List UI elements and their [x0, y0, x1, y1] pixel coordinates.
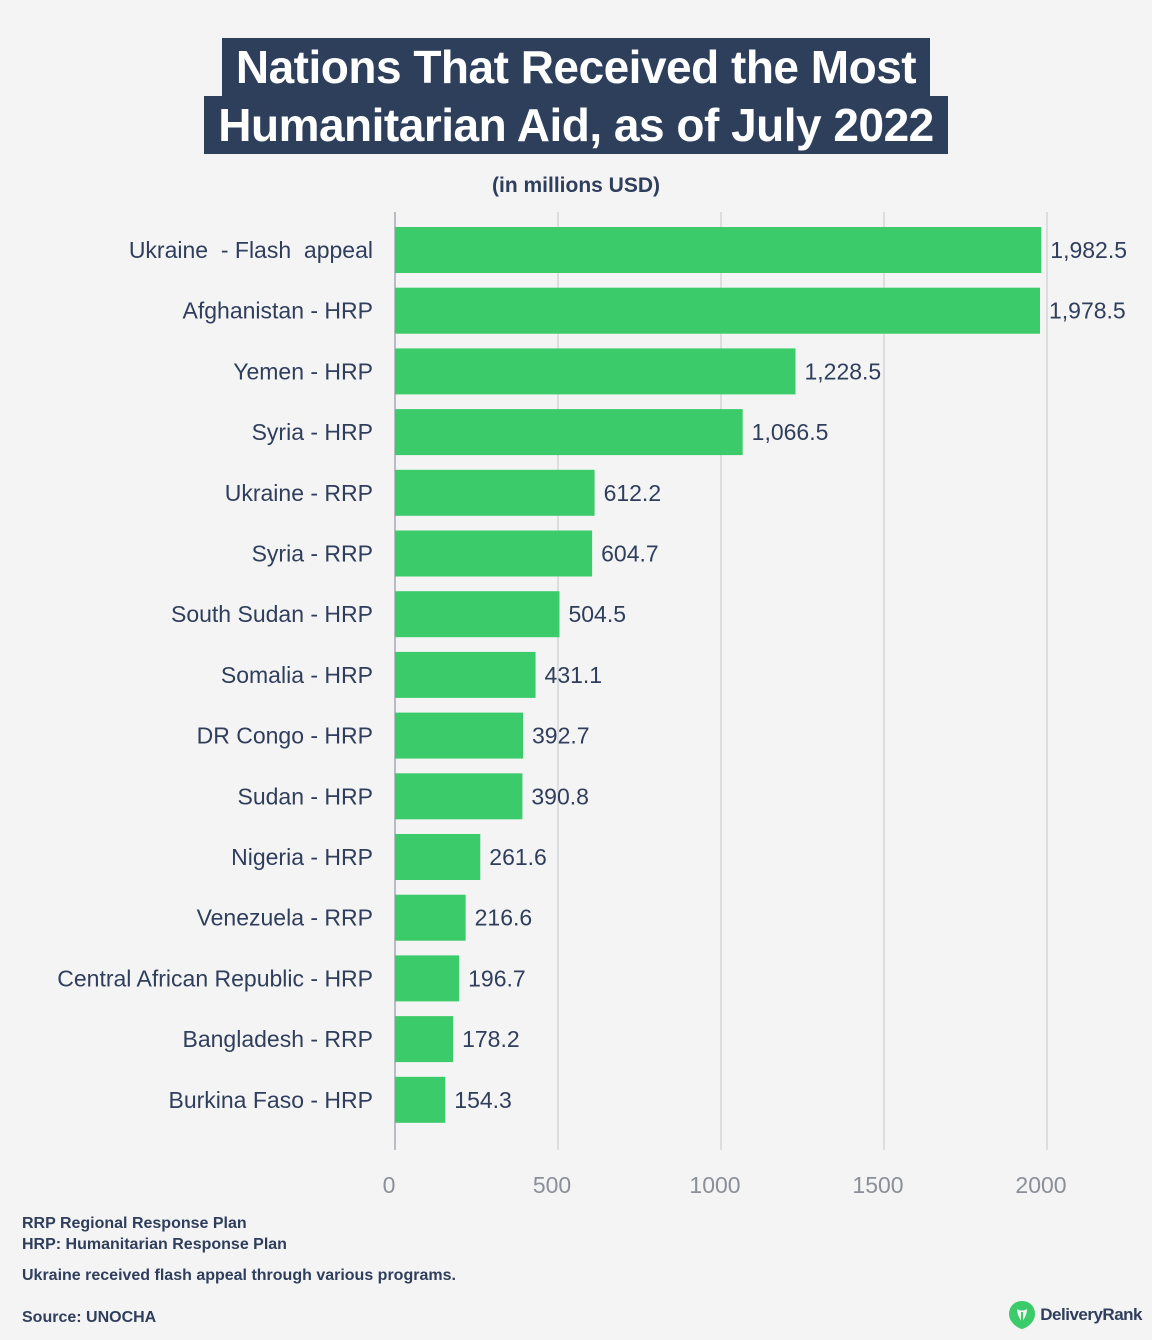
- category-label-6: South Sudan - HRP: [171, 601, 373, 627]
- x-tick-label-500: 500: [533, 1172, 571, 1198]
- chart-title-line-2: Humanitarian Aid, as of July 2022: [204, 96, 948, 154]
- bar-13: [395, 1016, 454, 1063]
- bar-chart: Ukraine - Flash appeal 1,982.5 Afghanistan…: [57, 212, 1127, 1198]
- footer-source: Source: UNOCHA: [22, 1309, 157, 1326]
- footer-hrp-definition: HRP: Humanitarian Response Plan: [22, 1236, 287, 1253]
- value-label-8: 392.7: [532, 723, 590, 749]
- bar-8: [395, 712, 524, 759]
- value-label-10: 261.6: [489, 844, 547, 870]
- category-label-7: Somalia - HRP: [221, 662, 373, 688]
- delivery-rank-logo-icon: [1009, 1301, 1036, 1329]
- chart-title-line-1: Nations That Received the Most: [221, 38, 931, 96]
- bar-0: [395, 227, 1042, 273]
- footer-note: Ukraine received flash appeal through va…: [22, 1267, 456, 1284]
- value-label-1: 1,978.5: [1049, 298, 1126, 324]
- bar-10: [395, 834, 481, 880]
- bar-3: [395, 409, 743, 456]
- value-label-14: 154.3: [454, 1087, 512, 1113]
- value-label-6: 504.5: [568, 601, 626, 627]
- value-label-12: 196.7: [468, 965, 526, 991]
- footer-rrp-definition: RRP Regional Response Plan: [22, 1215, 247, 1232]
- value-label-9: 390.8: [531, 783, 589, 809]
- value-label-3: 1,066.5: [752, 419, 829, 445]
- category-label-3: Syria - HRP: [252, 419, 373, 445]
- brand-logo: DeliveryRank: [1008, 1300, 1142, 1330]
- category-label-11: Venezuela - RRP: [197, 905, 373, 931]
- bar-12: [395, 955, 460, 1002]
- bar-4: [395, 469, 595, 516]
- category-label-2: Yemen - HRP: [233, 358, 373, 384]
- value-label-7: 431.1: [545, 662, 603, 688]
- category-label-4: Ukraine - RRP: [225, 480, 373, 506]
- value-label-4: 612.2: [604, 480, 662, 506]
- category-label-8: DR Congo - HRP: [197, 723, 373, 749]
- x-tick-label-1000: 1000: [689, 1172, 740, 1198]
- chart-subtitle: (in millions USD): [492, 174, 660, 197]
- value-label-2: 1,228.5: [804, 358, 881, 384]
- category-label-0: Ukraine - Flash appeal: [129, 237, 373, 263]
- bar-7: [395, 651, 536, 698]
- title-block: Nations That Received the Most Humanitar…: [0, 38, 1152, 154]
- x-tick-label-2000: 2000: [1015, 1172, 1066, 1198]
- category-label-12: Central African Republic - HRP: [57, 965, 373, 991]
- brand-name: DeliveryRank: [1040, 1305, 1142, 1324]
- bar-1: [395, 287, 1040, 334]
- category-label-9: Sudan - HRP: [237, 783, 373, 809]
- value-label-13: 178.2: [462, 1026, 520, 1052]
- category-label-13: Bangladesh - RRP: [183, 1026, 374, 1052]
- bar-5: [395, 530, 593, 577]
- category-label-5: Syria - RRP: [252, 541, 373, 567]
- value-label-11: 216.6: [475, 905, 533, 931]
- bar-9: [395, 773, 523, 820]
- bar-14: [395, 1076, 446, 1123]
- bar-2: [395, 348, 796, 395]
- value-label-5: 604.7: [601, 541, 659, 567]
- category-label-10: Nigeria - HRP: [231, 844, 373, 870]
- x-tick-label-1500: 1500: [852, 1172, 903, 1198]
- value-label-0: 1,982.5: [1050, 237, 1127, 263]
- bar-6: [395, 591, 560, 638]
- x-tick-label-0: 0: [383, 1172, 396, 1198]
- category-label-1: Afghanistan - HRP: [183, 298, 373, 324]
- category-label-14: Burkina Faso - HRP: [168, 1087, 373, 1113]
- bar-11: [395, 894, 466, 941]
